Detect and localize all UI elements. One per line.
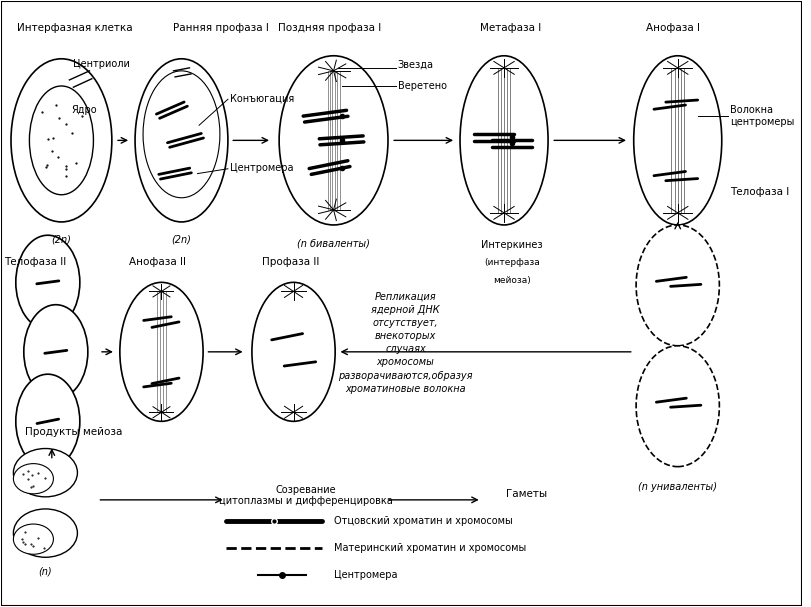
Text: Метафаза I: Метафаза I <box>480 22 541 33</box>
Ellipse shape <box>11 59 112 222</box>
Text: (n): (n) <box>39 566 52 576</box>
Text: Продукты мейоза: Продукты мейоза <box>25 427 122 438</box>
Text: Репликация
ядерной ДНК
отсутствует,
внекоторых
случаях
хромосомы
разворачиваются: Репликация ядерной ДНК отсутствует, внек… <box>338 291 473 394</box>
Text: Поздняя профаза I: Поздняя профаза I <box>277 22 381 33</box>
Ellipse shape <box>24 305 88 399</box>
Ellipse shape <box>636 225 719 346</box>
Ellipse shape <box>633 56 722 225</box>
Text: Созревание
цитоплазмы и дифференцировка: Созревание цитоплазмы и дифференцировка <box>219 485 393 506</box>
Ellipse shape <box>636 346 719 467</box>
Text: Интерфазная клетка: Интерфазная клетка <box>17 22 133 33</box>
Ellipse shape <box>15 374 79 469</box>
Text: Центромера: Центромера <box>333 571 397 580</box>
Text: Телофаза I: Телофаза I <box>730 187 789 197</box>
Text: мейоза): мейоза) <box>493 276 531 285</box>
Text: Отцовский хроматин и хромосомы: Отцовский хроматин и хромосомы <box>333 516 513 526</box>
Ellipse shape <box>143 71 220 198</box>
Circle shape <box>14 524 54 554</box>
Ellipse shape <box>460 56 548 225</box>
Ellipse shape <box>15 236 79 330</box>
Circle shape <box>14 509 77 557</box>
Text: Ранняя профаза I: Ранняя профаза I <box>174 22 269 33</box>
Text: Телофаза II: Телофаза II <box>4 257 66 267</box>
Text: Волокна
центромеры: Волокна центромеры <box>730 106 794 127</box>
Text: (n униваленты): (n униваленты) <box>638 482 717 492</box>
Circle shape <box>14 449 77 497</box>
Text: Материнский хроматин и хромосомы: Материнский хроматин и хромосомы <box>333 543 526 553</box>
Ellipse shape <box>279 56 388 225</box>
Text: Веретено: Веретено <box>397 81 447 91</box>
Circle shape <box>14 464 54 494</box>
Ellipse shape <box>252 282 335 421</box>
Text: Центриоли: Центриоли <box>74 59 131 69</box>
Text: Анофаза II: Анофаза II <box>130 257 187 267</box>
Text: Конъюгация: Конъюгация <box>230 93 294 103</box>
Ellipse shape <box>135 59 228 222</box>
Ellipse shape <box>29 86 93 195</box>
Text: Профаза II: Профаза II <box>261 257 319 267</box>
Text: (2n): (2n) <box>172 234 191 244</box>
Text: (2n): (2n) <box>51 234 71 244</box>
Text: Ядро: Ядро <box>71 105 97 115</box>
Text: (n биваленты): (n биваленты) <box>297 239 370 249</box>
Text: Анофаза I: Анофаза I <box>646 22 700 33</box>
Text: (интерфаза: (интерфаза <box>484 258 540 267</box>
Text: Гаметы: Гаметы <box>505 489 547 499</box>
Ellipse shape <box>120 282 203 421</box>
Text: Центромера: Центромера <box>230 163 293 172</box>
Text: Звезда: Звезда <box>397 60 434 70</box>
Text: Интеркинез: Интеркинез <box>481 240 543 250</box>
